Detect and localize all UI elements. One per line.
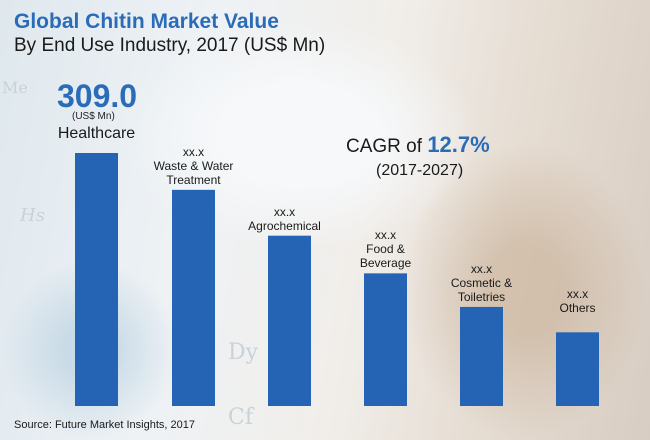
cagr-value: 12.7% <box>427 132 490 157</box>
value-label: xx.x <box>470 261 493 276</box>
cagr-annotation: CAGR of 12.7% <box>346 132 490 158</box>
bar-5 <box>556 332 599 406</box>
cagr-period: (2017-2027) <box>376 162 464 179</box>
source-note: Source: Future Market Insights, 2017 <box>14 419 195 431</box>
background-element-me: Me <box>2 78 28 97</box>
background-element-cf: Cf <box>228 405 253 430</box>
bar-label-group: xx.x Waste & Water Treatment <box>134 145 254 187</box>
bar-1 <box>172 189 215 406</box>
bar-4 <box>460 306 503 406</box>
bar-label-group: xx.x Cosmetic & Toiletries <box>422 262 542 304</box>
unit-label: (US$ Mn) <box>72 111 115 122</box>
background-crab <box>400 140 648 440</box>
value-label: xx.x <box>182 144 205 159</box>
category-label: Waste & Water Treatment <box>153 158 234 187</box>
category-label: Agrochemical <box>248 218 321 233</box>
chart-title: Global Chitin Market Value <box>14 10 279 33</box>
bar-2 <box>268 235 311 406</box>
bar-label-group: xx.x Others <box>518 287 638 315</box>
value-label-healthcare: 309.0 <box>57 78 138 114</box>
bar-0 <box>75 153 118 406</box>
chart-subtitle: By End Use Industry, 2017 (US$ Mn) <box>14 35 326 56</box>
value-label: xx.x <box>273 204 296 219</box>
category-label: Food & Beverage <box>359 242 412 271</box>
value-label: xx.x <box>374 228 397 243</box>
cagr-prefix: CAGR of <box>346 136 428 157</box>
value-label: xx.x <box>566 287 589 302</box>
bar-label-group: xx.x Agrochemical <box>225 205 345 233</box>
background-element-dy: Dy <box>228 340 259 365</box>
bar-3 <box>364 273 407 406</box>
category-label: Cosmetic & Toiletries <box>450 275 513 304</box>
category-label: Others <box>559 301 596 316</box>
bar-label-group: xx.x Food & Beverage <box>326 228 446 270</box>
category-label: Healthcare <box>57 125 136 142</box>
background-element-hs: Hs <box>20 205 45 226</box>
